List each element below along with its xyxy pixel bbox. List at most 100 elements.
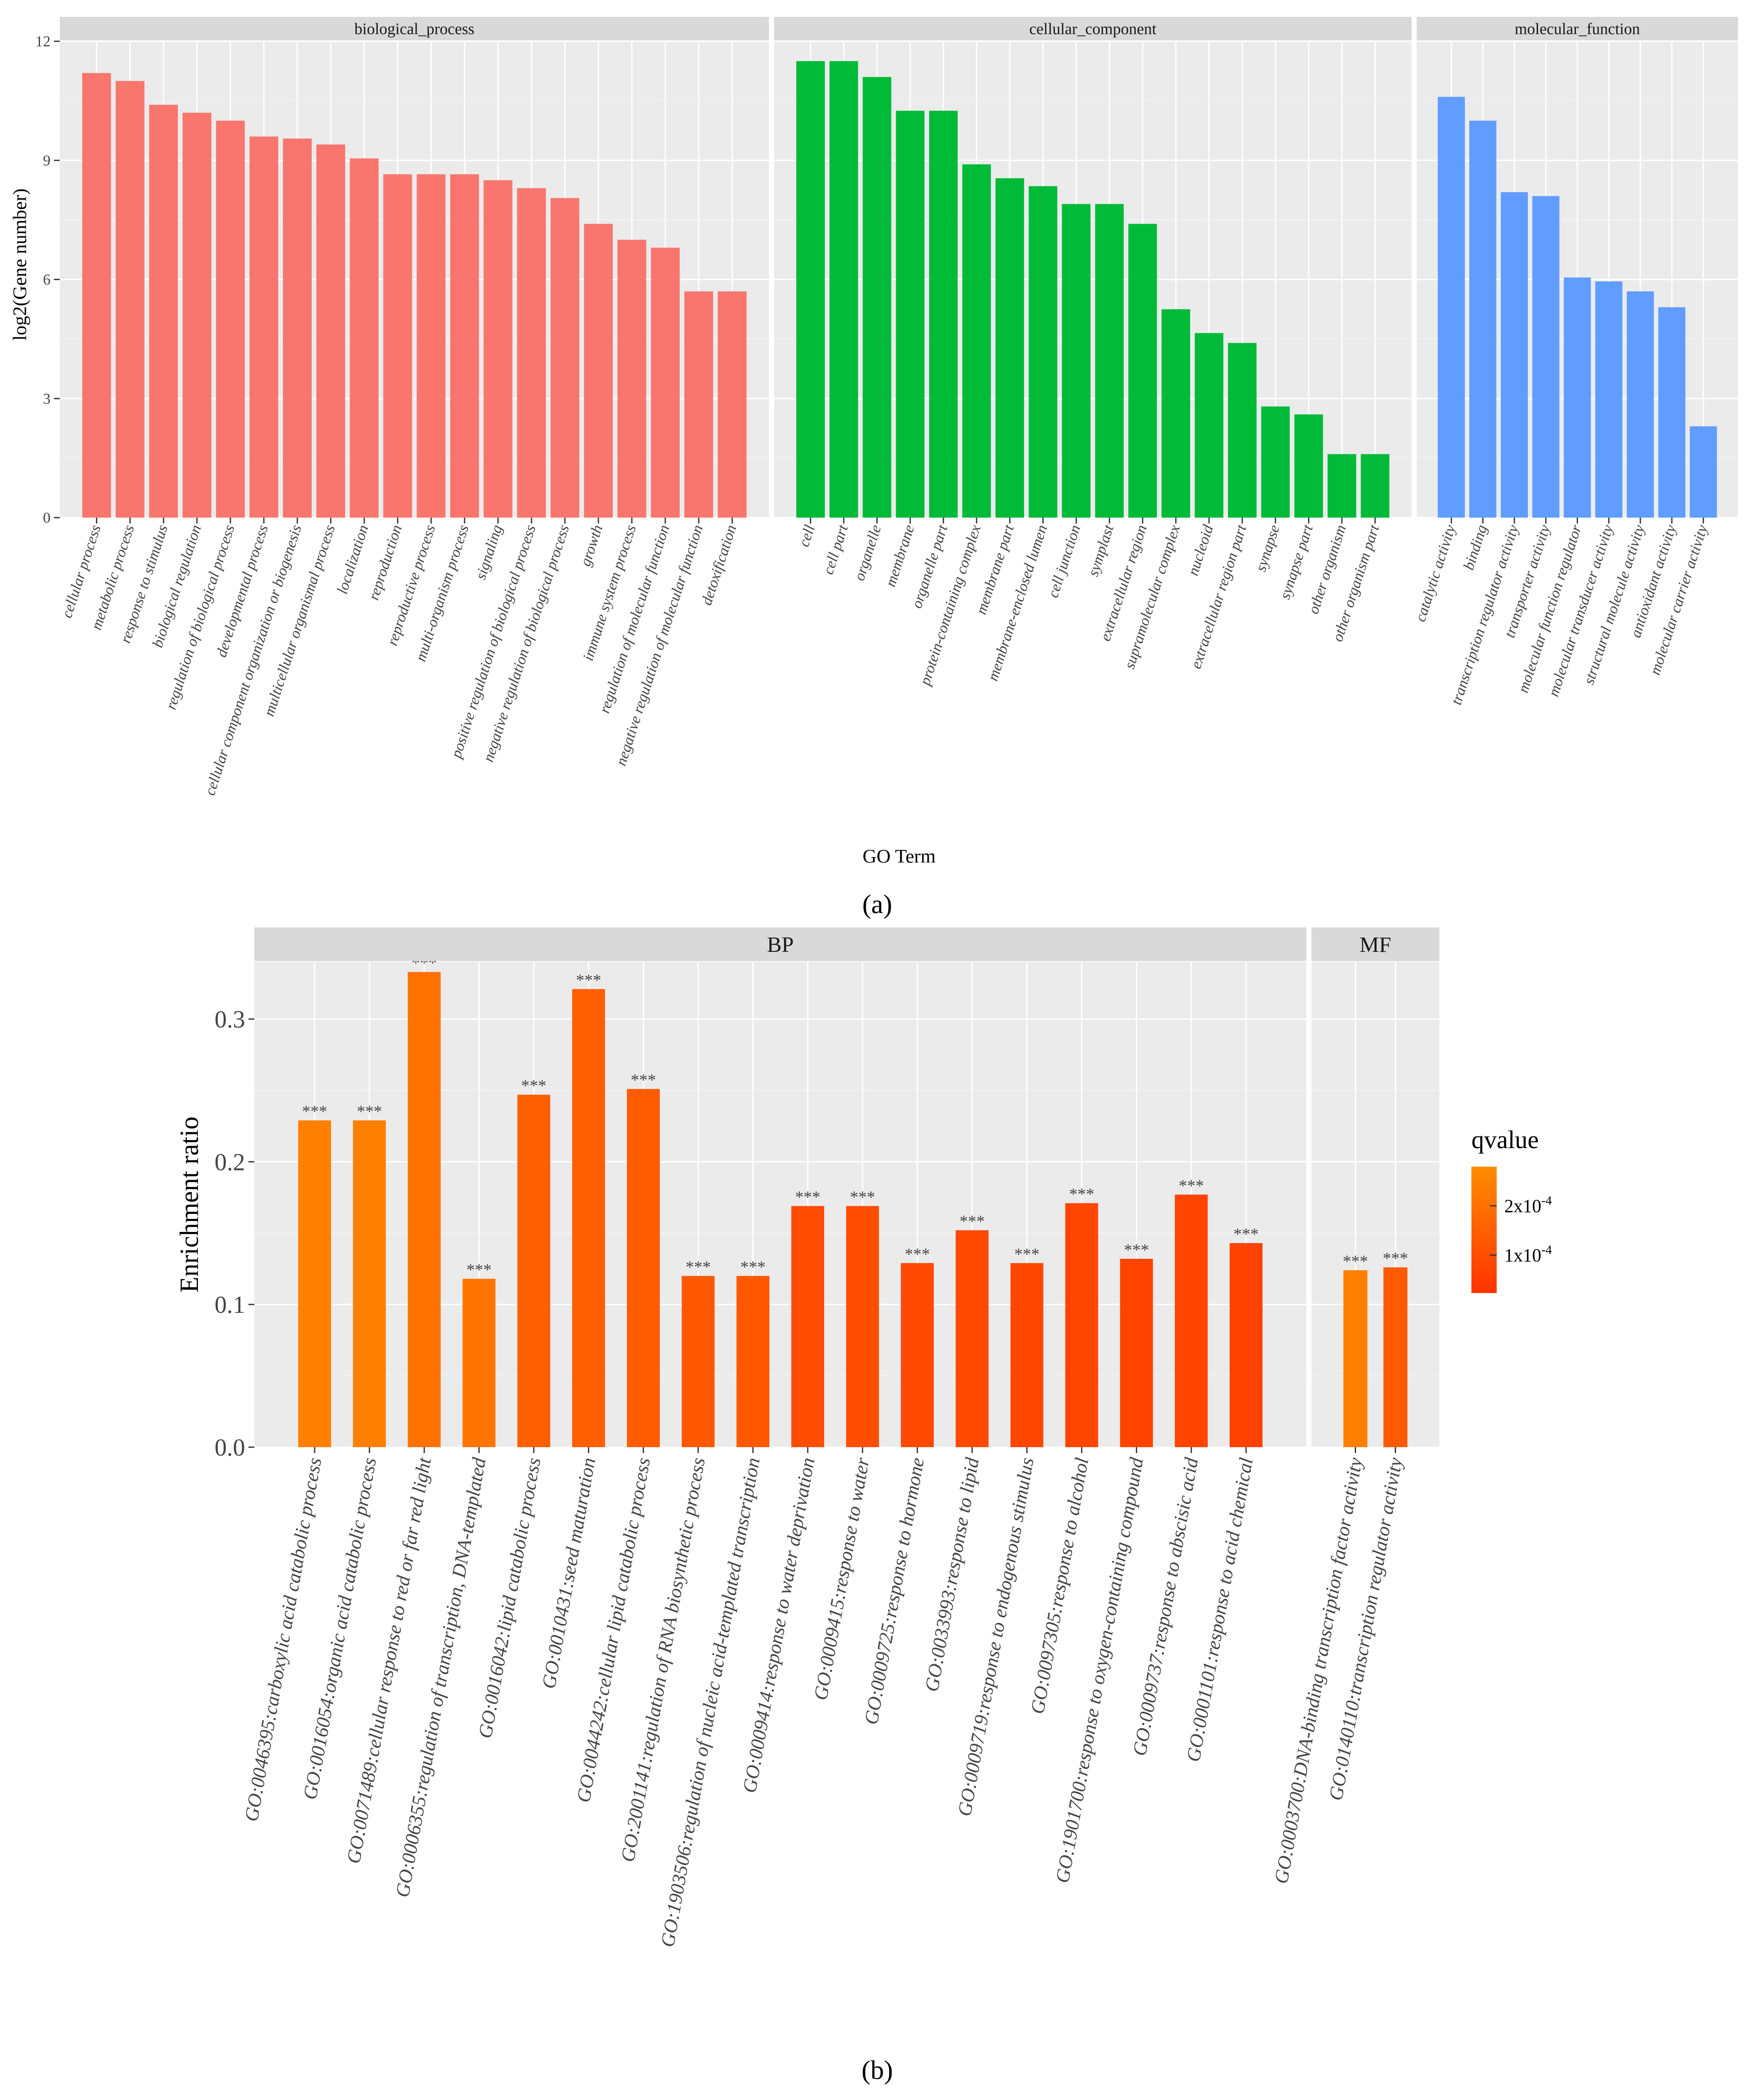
bar-organelle xyxy=(862,77,892,518)
bar-go-0009719-response-to-endogenous-stimulus xyxy=(1010,1263,1044,1447)
significance-label: *** xyxy=(302,1102,327,1121)
bar-membrane xyxy=(896,110,925,518)
bar-antioxidant-activity xyxy=(1658,307,1686,518)
significance-label: *** xyxy=(1233,1224,1259,1243)
b-y-tick-label: 0.0 xyxy=(215,1434,246,1461)
bar-go-1901700-response-to-oxygen-containing-compound xyxy=(1120,1258,1153,1447)
bar-go-0006355-regulation-of-transcription-dna-templated xyxy=(462,1279,496,1447)
a-strip-cellular-component xyxy=(774,17,1412,40)
x-label-catalytic-activity: catalytic activity xyxy=(1412,523,1459,624)
bar-transporter-activity xyxy=(1532,196,1559,518)
x-label-binding: binding xyxy=(1460,523,1490,572)
b-strip-mf xyxy=(1311,927,1439,961)
bar-synapse xyxy=(1261,406,1290,518)
x-label-signaling: signaling xyxy=(472,523,505,582)
qvalue-legend: qvalue 2x10-4 1x10-4 xyxy=(1471,1126,1552,1293)
a-y-tick-label: 12 xyxy=(35,33,51,50)
bar-signaling xyxy=(483,180,513,518)
bar-catalytic-activity xyxy=(1438,96,1465,518)
significance-label: *** xyxy=(576,970,601,989)
bar-detoxification xyxy=(718,291,747,518)
bar-cell-part xyxy=(829,61,858,518)
x-label-go-0010431-seed-maturation: GO:0010431:seed maturation xyxy=(538,1456,600,1690)
bar-symplast xyxy=(1095,204,1124,518)
bar-transcription-regulator-activity xyxy=(1500,192,1528,518)
bar-go-0009414-response-to-water-deprivation xyxy=(791,1206,825,1447)
x-label-symplast: symplast xyxy=(1084,522,1117,578)
bar-response-to-stimulus xyxy=(149,104,178,518)
bar-reproduction xyxy=(383,174,412,518)
bar-cell xyxy=(796,61,825,518)
bar-membrane-part xyxy=(995,178,1024,518)
a-y-tick-label: 0 xyxy=(43,509,51,526)
bar-molecular-transducer-activity xyxy=(1595,281,1623,518)
significance-label: *** xyxy=(466,1260,491,1279)
bar-go-0046395-carboxylic-acid-catabolic-process xyxy=(298,1120,331,1447)
bar-growth xyxy=(584,224,613,518)
bar-go-2001141-regulation-of-rna-biosynthetic-process xyxy=(681,1276,715,1447)
x-label-protein-containing-complex: protein-containing complex xyxy=(916,523,984,688)
x-label-membrane: membrane xyxy=(882,523,918,589)
bar-metabolic-process xyxy=(115,81,144,518)
bar-biological-regulation xyxy=(182,112,211,518)
legend-title: qvalue xyxy=(1471,1126,1539,1154)
chart-a-caption: (a) xyxy=(862,889,892,919)
bar-protein-containing-complex xyxy=(962,164,991,518)
bar-cellular-process xyxy=(82,73,111,518)
a-y-tick-label: 9 xyxy=(43,152,51,169)
x-label-growth: growth xyxy=(577,523,606,568)
bar-negative-regulation-of-molecular-function xyxy=(684,291,713,518)
bar-go-1903506-regulation-of-nucleic-acid-templated-transcriptio xyxy=(736,1276,769,1447)
b-y-tick-label: 0.1 xyxy=(215,1291,246,1318)
bar-go-0016054-organic-acid-catabolic-process xyxy=(353,1120,386,1447)
bar-regulation-of-biological-process xyxy=(216,120,245,518)
significance-label: *** xyxy=(1069,1185,1095,1204)
bar-immune-system-process xyxy=(617,240,646,518)
chart-b-enrichment-ratio: *** *** *** *** *** *** *** *** *** *** *** *** *** *… xyxy=(175,927,1552,2085)
chart-b-caption: (b) xyxy=(862,2055,893,2085)
a-strip-label: biological_process xyxy=(355,20,475,38)
bar-go-0033993-response-to-lipid xyxy=(956,1230,989,1447)
chart-b-y-axis-title: Enrichment ratio xyxy=(175,1117,204,1293)
bar-multi-organism-process xyxy=(450,174,479,518)
b-strip-label: BP xyxy=(767,933,794,957)
significance-label: *** xyxy=(795,1187,820,1206)
x-label-cell: cell xyxy=(795,523,818,549)
x-label-go-1903506-regulation-of-nucleic-acid-templated-transcriptio: GO:1903506:regulation of nucleic acid-te… xyxy=(657,1456,764,1949)
bar-molecular-function-regulator xyxy=(1564,277,1591,518)
x-label-localization: localization xyxy=(334,523,372,596)
bar-go-0016042-lipid-catabolic-process xyxy=(517,1095,550,1447)
significance-label: *** xyxy=(1383,1249,1408,1268)
chart-a-go-term-gene-number: biological_process cellular_component mole… xyxy=(9,17,1738,919)
significance-label: *** xyxy=(959,1212,985,1231)
significance-label: *** xyxy=(686,1257,711,1276)
bar-go-0071489-cellular-response-to-red-or-far-red-light xyxy=(408,972,441,1447)
x-label-cell-junction: cell junction xyxy=(1044,523,1084,600)
bar-molecular-carrier-activity xyxy=(1690,426,1717,518)
b-panel-mf xyxy=(1311,962,1439,1447)
significance-label: *** xyxy=(1014,1245,1039,1264)
x-label-organelle: organelle xyxy=(851,523,884,582)
significance-label: *** xyxy=(631,1071,656,1090)
x-label-go-0097305-response-to-alcohol: GO:0097305:response to alcohol xyxy=(1026,1456,1092,1715)
bar-reproductive-process xyxy=(416,174,446,518)
bar-go-0009725-response-to-hormone xyxy=(901,1263,934,1447)
bar-supramolecular-complex xyxy=(1161,309,1191,518)
bar-organelle-part xyxy=(929,110,958,518)
a-strip-molecular-function xyxy=(1417,17,1738,40)
bar-other-organism-part xyxy=(1361,454,1390,518)
bar-go-0044242-cellular-lipid-catabolic-process xyxy=(627,1089,660,1447)
x-label-go-0009415-response-to-water: GO:0009415:response to water xyxy=(809,1456,873,1702)
bar-go-0009415-response-to-water xyxy=(846,1206,879,1447)
x-label-synapse: synapse xyxy=(1252,523,1283,574)
significance-label: *** xyxy=(1124,1240,1149,1259)
x-label-synapse-part: synapse part xyxy=(1276,522,1316,601)
bar-go-0140110-transcription-regulator-activity xyxy=(1383,1267,1407,1447)
b-y-tick-label: 0.3 xyxy=(215,1006,246,1033)
bar-membrane-enclosed-lumen xyxy=(1028,186,1057,518)
bar-negative-regulation-of-biological-process xyxy=(550,198,579,518)
significance-label: *** xyxy=(905,1245,930,1264)
bar-multicellular-organismal-process xyxy=(316,144,345,518)
significance-label: *** xyxy=(357,1102,382,1121)
